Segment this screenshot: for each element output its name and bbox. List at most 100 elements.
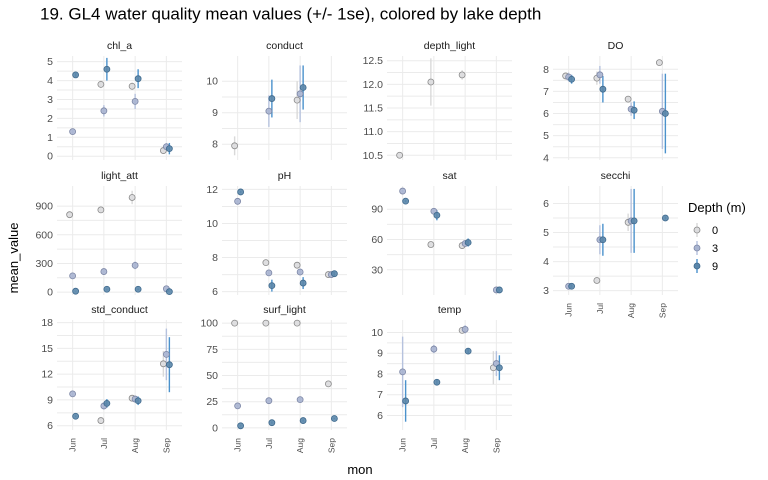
x-tick-label: Jul bbox=[429, 438, 439, 449]
y-tick-label: 75 bbox=[206, 344, 218, 356]
strip-label: surf_light bbox=[263, 304, 306, 316]
point-depth-0 bbox=[97, 417, 105, 424]
y-tick-label: 9 bbox=[47, 394, 53, 406]
strip-label: light_att bbox=[101, 170, 138, 182]
point-depth-0 bbox=[128, 194, 136, 201]
y-tick-label: 3 bbox=[47, 94, 53, 106]
point-depth-0 bbox=[427, 78, 435, 86]
panel-surf_light: surf_light 0 25 50 75 100 Jun Jul Aug Sep bbox=[200, 304, 347, 453]
point-depth-9 bbox=[237, 422, 245, 430]
point-depth-3 bbox=[265, 107, 273, 115]
x-tick-label: Sep bbox=[326, 438, 336, 453]
panel-depth_light: depth_light 10.5 11.0 11.5 12.0 12.5 bbox=[363, 40, 512, 162]
strip-label: DO bbox=[608, 40, 624, 52]
point-depth-0 bbox=[262, 259, 270, 267]
strip-label: secchi bbox=[601, 170, 631, 182]
point-depth-9 bbox=[103, 65, 111, 73]
legend: Depth (m) 0 3 9 bbox=[688, 200, 746, 273]
y-tick-label: 15 bbox=[41, 343, 53, 355]
point-depth-9 bbox=[134, 285, 142, 293]
point-depth-9 bbox=[165, 145, 173, 153]
y-tick-label: 5 bbox=[47, 56, 53, 68]
y-tick-label: 8 bbox=[212, 139, 218, 151]
point-depth-0 bbox=[293, 261, 301, 269]
y-tick-label: 0 bbox=[47, 287, 53, 299]
y-tick-label: 6 bbox=[377, 410, 383, 422]
point-depth-9 bbox=[495, 286, 503, 294]
point-depth-9 bbox=[402, 197, 410, 205]
point-depth-0 bbox=[97, 206, 105, 214]
point-depth-0 bbox=[655, 59, 663, 67]
y-tick-label: 100 bbox=[200, 318, 218, 330]
point-depth-3 bbox=[461, 325, 469, 333]
point-depth-3 bbox=[234, 197, 242, 205]
point-depth-3 bbox=[69, 128, 77, 136]
point-depth-9 bbox=[330, 270, 338, 278]
point-depth-3 bbox=[234, 402, 242, 410]
point-depth-0 bbox=[159, 360, 167, 368]
point-depth-0 bbox=[66, 211, 74, 219]
point-depth-9 bbox=[72, 71, 80, 79]
strip-label: sat bbox=[442, 170, 456, 182]
point-depth-3 bbox=[265, 269, 273, 277]
point-depth-9 bbox=[630, 217, 638, 225]
y-tick-label: 50 bbox=[206, 370, 218, 382]
legend-key-point-0 bbox=[693, 226, 701, 234]
point-depth-3 bbox=[100, 107, 108, 115]
point-depth-9 bbox=[568, 75, 576, 83]
y-tick-label: 10 bbox=[206, 218, 218, 230]
point-depth-0 bbox=[293, 319, 301, 327]
point-depth-3 bbox=[69, 272, 77, 280]
point-depth-3 bbox=[399, 187, 407, 195]
panel-temp: temp 6 7 8 9 10 Jun Jul Aug Sep bbox=[371, 304, 512, 453]
x-tick-label: Aug bbox=[460, 438, 470, 453]
panel-std_conduct: std_conduct 6 9 12 15 18 Jun Jul Aug Sep bbox=[41, 304, 182, 453]
x-tick-label: Sep bbox=[657, 303, 667, 318]
y-tick-label: 7 bbox=[377, 389, 383, 401]
y-tick-label: 18 bbox=[41, 317, 53, 329]
y-tick-label: 25 bbox=[206, 396, 218, 408]
strip-label: chl_a bbox=[107, 40, 132, 52]
point-depth-9 bbox=[299, 417, 307, 424]
y-tick-label: 11.5 bbox=[363, 103, 383, 115]
point-depth-9 bbox=[661, 214, 669, 222]
point-depth-9 bbox=[103, 399, 111, 407]
point-depth-3 bbox=[131, 97, 139, 105]
y-axis-label: mean_value bbox=[6, 223, 21, 294]
y-tick-label: 12 bbox=[206, 184, 218, 196]
y-tick-label: 900 bbox=[35, 201, 53, 213]
strip-label: std_conduct bbox=[91, 304, 148, 316]
strip-label: pH bbox=[278, 170, 291, 182]
point-depth-9 bbox=[134, 75, 142, 83]
y-tick-label: 12 bbox=[41, 369, 53, 381]
point-depth-3 bbox=[131, 261, 139, 269]
strip-label: conduct bbox=[266, 40, 303, 52]
point-depth-3 bbox=[100, 268, 108, 275]
legend-label: 9 bbox=[712, 261, 718, 273]
point-depth-3 bbox=[430, 345, 438, 353]
point-depth-9 bbox=[568, 282, 576, 290]
y-tick-label: 10 bbox=[206, 76, 218, 88]
point-depth-9 bbox=[661, 110, 669, 117]
point-depth-9 bbox=[72, 412, 80, 420]
y-tick-label: 4 bbox=[47, 75, 53, 87]
panel-chl_a: chl_a 0 1 2 3 4 5 bbox=[47, 40, 182, 163]
point-depth-3 bbox=[296, 90, 304, 98]
y-tick-label: 6 bbox=[543, 108, 549, 120]
point-depth-3 bbox=[399, 368, 407, 376]
point-depth-9 bbox=[464, 347, 472, 355]
point-depth-9 bbox=[495, 364, 503, 372]
y-tick-label: 6 bbox=[47, 420, 53, 432]
x-tick-label: Jul bbox=[595, 303, 605, 314]
legend-label: 0 bbox=[712, 225, 718, 237]
point-depth-9 bbox=[165, 288, 173, 296]
point-depth-0 bbox=[324, 380, 332, 388]
point-depth-3 bbox=[162, 350, 170, 358]
panel-light_att: light_att 0 300 600 900 bbox=[35, 170, 182, 299]
x-tick-label: Jun bbox=[68, 438, 78, 452]
x-tick-label: Jun bbox=[398, 438, 408, 452]
y-tick-label: 1 bbox=[47, 132, 53, 144]
y-tick-label: 12.5 bbox=[363, 55, 384, 67]
y-tick-label: 300 bbox=[35, 258, 53, 270]
